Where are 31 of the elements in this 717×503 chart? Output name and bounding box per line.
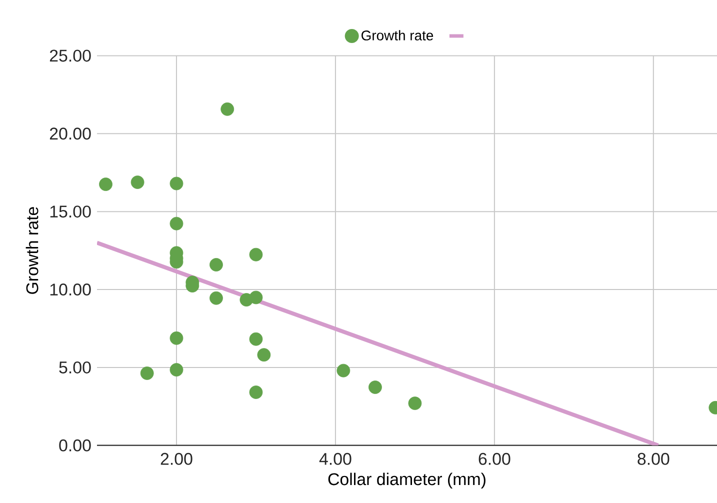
x-tick-label: 6.00 [478,452,510,465]
point [249,290,263,304]
x-axis-title: Collar diameter (mm) [328,472,486,489]
point [140,366,154,380]
y-axis-title: Growth rate [26,207,38,294]
x-tick-label: 2.00 [160,452,192,465]
point [170,331,184,345]
point [249,386,263,399]
y-tick-label: 20.00 [50,128,91,140]
point [249,332,263,346]
y-tick-label: 10.00 [50,284,91,296]
x-tick-label: 4.00 [319,452,352,465]
point [408,396,422,410]
point [368,380,382,394]
point [170,363,184,376]
point [336,364,350,378]
y-tick-label: 5.00 [59,361,91,374]
point [130,176,144,189]
point [99,178,112,191]
legend-label: Growth rate [362,30,434,40]
point [210,258,223,272]
point [249,248,263,262]
point [210,291,223,305]
y-tick-label: 15.00 [50,206,91,218]
x-tick-label: 8.00 [638,452,670,465]
point [170,216,184,230]
point [220,102,234,116]
y-tick-label: 25.00 [50,50,91,62]
y-tick-label: 0.00 [59,439,91,452]
point [170,176,184,190]
point [257,348,271,362]
